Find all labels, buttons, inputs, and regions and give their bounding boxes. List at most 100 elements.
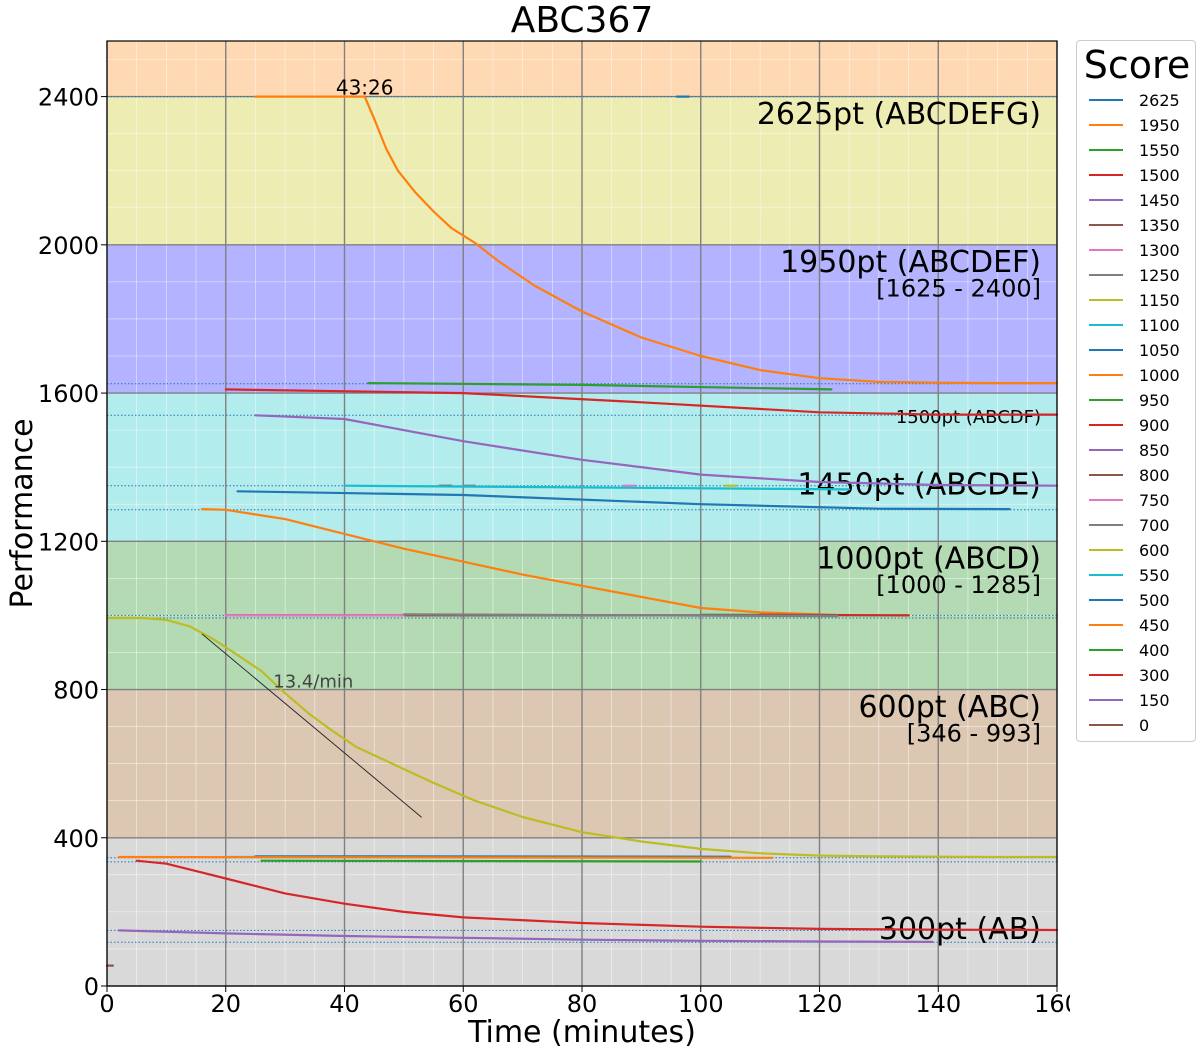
x-tick-label: 0: [99, 990, 114, 1018]
series-line-700: [402, 613, 839, 618]
x-tick-label: 160: [1034, 990, 1070, 1018]
slope-line: [201, 633, 422, 818]
band-label: 1950pt (ABCDEF): [780, 245, 1041, 280]
legend-label: 1100: [1139, 315, 1180, 335]
legend-swatch: [1089, 598, 1123, 602]
legend-label: 2625: [1139, 90, 1180, 110]
legend-label: 1000: [1139, 365, 1180, 385]
legend-swatch: [1089, 548, 1123, 552]
legend-swatch: [1089, 398, 1123, 402]
legend-swatch: [1089, 448, 1123, 452]
band-label: [346 - 993]: [907, 719, 1041, 747]
legend-item-1950: 1950: [1089, 114, 1180, 136]
legend-label: 1350: [1139, 215, 1180, 235]
band-label: 1500pt (ABCDF): [896, 407, 1041, 428]
legend-label: 1300: [1139, 240, 1180, 260]
series-line-300: [135, 859, 1059, 932]
legend-label: 800: [1139, 465, 1170, 485]
legend-swatch: [1089, 323, 1123, 327]
legend-label: 750: [1139, 490, 1170, 510]
x-tick-label: 100: [678, 990, 724, 1018]
legend-label: 300: [1139, 665, 1170, 685]
legend-label: 400: [1139, 640, 1170, 660]
legend-item-850: 850: [1089, 439, 1170, 461]
series-line-1950: [254, 95, 1059, 385]
series-line-1000: [200, 508, 851, 617]
annotation-time: 43:26: [336, 76, 394, 100]
legend-item-900: 900: [1089, 414, 1170, 436]
legend-item-1500: 1500: [1089, 164, 1180, 186]
legend-label: 1150: [1139, 290, 1180, 310]
legend-label: 150: [1139, 690, 1170, 710]
series-line-600: [105, 616, 1059, 859]
legend-item-0: 0: [1089, 714, 1149, 736]
series-line-1050: [236, 490, 1011, 511]
x-tick-label: 60: [448, 990, 479, 1018]
legend-swatch: [1089, 373, 1123, 377]
series-line-400: [260, 859, 702, 863]
x-tick-label: 40: [329, 990, 360, 1018]
series-line-1550: [367, 382, 833, 391]
legend-item-500: 500: [1089, 589, 1170, 611]
legend-item-750: 750: [1089, 489, 1170, 511]
legend-label: 1450: [1139, 190, 1180, 210]
legend-item-400: 400: [1089, 639, 1170, 661]
legend-label: 900: [1139, 415, 1170, 435]
legend-swatch: [1089, 223, 1123, 227]
legend-item-600: 600: [1089, 539, 1170, 561]
chart-title: ABC367: [511, 0, 654, 41]
legend-label: 700: [1139, 515, 1170, 535]
performance-chart: 2625pt (ABCDEFG) 1950pt (ABCDEF)[1625 - 2…: [5, 0, 1070, 1050]
band-label: 1000pt (ABCD): [816, 542, 1041, 577]
legend-swatch: [1089, 723, 1123, 727]
legend-swatch: [1089, 673, 1123, 677]
legend-item-1000: 1000: [1089, 364, 1180, 386]
legend-item-950: 950: [1089, 389, 1170, 411]
legend-item-300: 300: [1089, 664, 1170, 686]
legend-label: 0: [1139, 715, 1150, 735]
legend-label: 950: [1139, 390, 1170, 410]
legend-item-450: 450: [1089, 614, 1170, 636]
legend-swatch: [1089, 498, 1123, 502]
legend-label: 1500: [1139, 165, 1180, 185]
y-tick-label: 0: [84, 973, 99, 1001]
legend-item-1150: 1150: [1089, 289, 1180, 311]
legend-item-1050: 1050: [1089, 339, 1180, 361]
legend-swatch: [1089, 473, 1123, 477]
legend-item-700: 700: [1089, 514, 1170, 536]
legend-item-1100: 1100: [1089, 314, 1180, 336]
legend-swatch: [1089, 298, 1123, 302]
y-axis-label: Performance: [5, 418, 40, 608]
legend-swatch: [1089, 523, 1123, 527]
legend-item-1350: 1350: [1089, 214, 1180, 236]
legend: Score 2625 1950 1550 1500 1450 1350 1300 1250 11…: [1076, 40, 1196, 742]
legend-label: 550: [1139, 565, 1170, 585]
annotation-slope: 13.4/min: [273, 672, 353, 693]
legend-swatch: [1089, 573, 1123, 577]
legend-label: 450: [1139, 615, 1170, 635]
legend-swatch: [1089, 248, 1123, 252]
legend-label: 500: [1139, 590, 1170, 610]
x-tick-label: 140: [915, 990, 961, 1018]
legend-swatch: [1089, 123, 1123, 127]
legend-swatch: [1089, 648, 1123, 652]
legend-item-1250: 1250: [1089, 264, 1180, 286]
series-line-150: [117, 929, 934, 944]
series-line-1450: [254, 414, 1059, 487]
x-tick-label: 80: [567, 990, 598, 1018]
legend-item-1550: 1550: [1089, 139, 1180, 161]
legend-label: 1250: [1139, 265, 1180, 285]
legend-swatch: [1089, 98, 1123, 102]
legend-item-800: 800: [1089, 464, 1170, 486]
x-tick-label: 20: [210, 990, 241, 1018]
legend-swatch: [1089, 698, 1123, 702]
legend-swatch: [1089, 623, 1123, 627]
legend-item-2625: 2625: [1089, 89, 1180, 111]
x-axis-label: Time (minutes): [467, 1015, 696, 1050]
series-line-1100: [343, 484, 851, 491]
legend-swatch: [1089, 173, 1123, 177]
series-line-1500: [224, 388, 1059, 416]
legend-label: 1950: [1139, 115, 1180, 135]
x-tick-label: 120: [797, 990, 843, 1018]
